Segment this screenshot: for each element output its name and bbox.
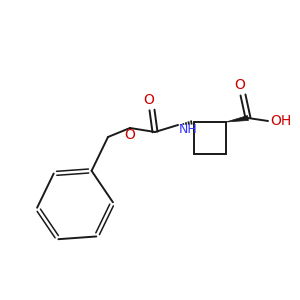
- Text: O: O: [144, 93, 154, 107]
- Text: OH: OH: [270, 114, 291, 128]
- Polygon shape: [226, 116, 248, 122]
- Text: NH: NH: [179, 123, 198, 136]
- Text: O: O: [124, 128, 135, 142]
- Text: O: O: [235, 78, 245, 92]
